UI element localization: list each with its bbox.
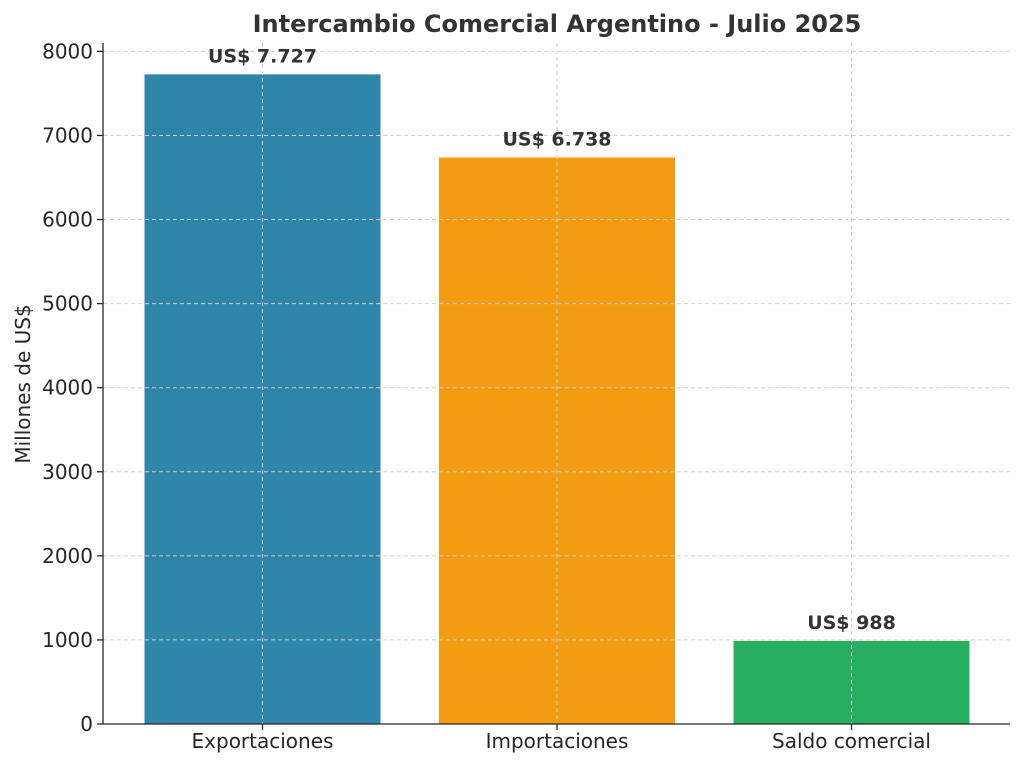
y-tick-label: 0 <box>80 712 93 736</box>
x-tick-label-saldo-comercial: Saldo comercial <box>772 729 931 753</box>
y-tick-label: 8000 <box>42 39 93 63</box>
bars-layer <box>144 74 970 725</box>
y-tick-label: 1000 <box>42 628 93 652</box>
x-tick-label-importaciones: Importaciones <box>486 729 629 753</box>
ticks-layer: 0 1000 2000 3000 4000 5000 6000 7000 8000 Exporta… <box>42 39 931 753</box>
y-tick-label: 6000 <box>42 208 93 232</box>
data-label-exportaciones: US$ 7.727 <box>208 45 317 67</box>
data-labels-layer: US$ 7.727 US$ 6.738 US$ 988 <box>208 45 896 634</box>
y-tick-label: 7000 <box>42 123 93 147</box>
y-tick-label: 3000 <box>42 460 93 484</box>
y-tick-label: 2000 <box>42 544 93 568</box>
grid-layer <box>103 43 1010 725</box>
bar-importaciones <box>439 157 675 724</box>
data-label-saldo-comercial: US$ 988 <box>807 612 896 634</box>
bar-exportaciones <box>144 74 381 725</box>
y-tick-label: 5000 <box>42 292 93 316</box>
chart-title: Intercambio Comercial Argentino - Julio … <box>253 10 862 38</box>
y-axis-title: Millones de US$ <box>11 304 35 463</box>
x-tick-label-exportaciones: Exportaciones <box>192 729 334 753</box>
y-tick-label: 4000 <box>42 376 93 400</box>
data-label-importaciones: US$ 6.738 <box>502 129 611 151</box>
